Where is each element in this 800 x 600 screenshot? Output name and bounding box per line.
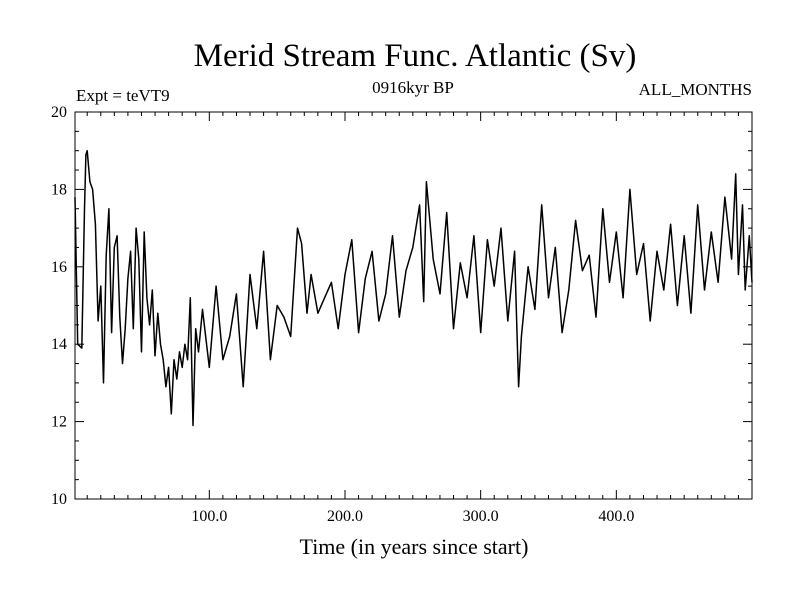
y-tick-label: 18 <box>51 181 67 198</box>
chart-subtitle-left: Expt = teVT9 <box>76 86 170 105</box>
chart-subtitle-center: 0916kyr BP <box>372 78 454 97</box>
plot-frame <box>74 111 753 500</box>
y-tick-label: 10 <box>51 491 67 508</box>
y-tick-label: 16 <box>51 259 67 276</box>
chart-subtitle-right: ALL_MONTHS <box>639 80 752 99</box>
y-tick-label: 20 <box>51 104 67 121</box>
x-tick-label: 400.0 <box>598 508 634 525</box>
plot-area: 100.0 200.0 300.0 400.0 10 12 14 16 18 20 <box>51 104 753 525</box>
x-axis-label: Time (in years since start) <box>300 534 529 559</box>
series-line <box>74 149 753 427</box>
x-tick-label: 300.0 <box>463 508 499 525</box>
y-tick-label: 14 <box>51 336 67 353</box>
x-tick-label: 200.0 <box>327 508 363 525</box>
y-tick-label: 12 <box>51 414 67 431</box>
chart-title: Merid Stream Func. Atlantic (Sv) <box>194 38 637 74</box>
x-tick-label: 100.0 <box>191 508 227 525</box>
